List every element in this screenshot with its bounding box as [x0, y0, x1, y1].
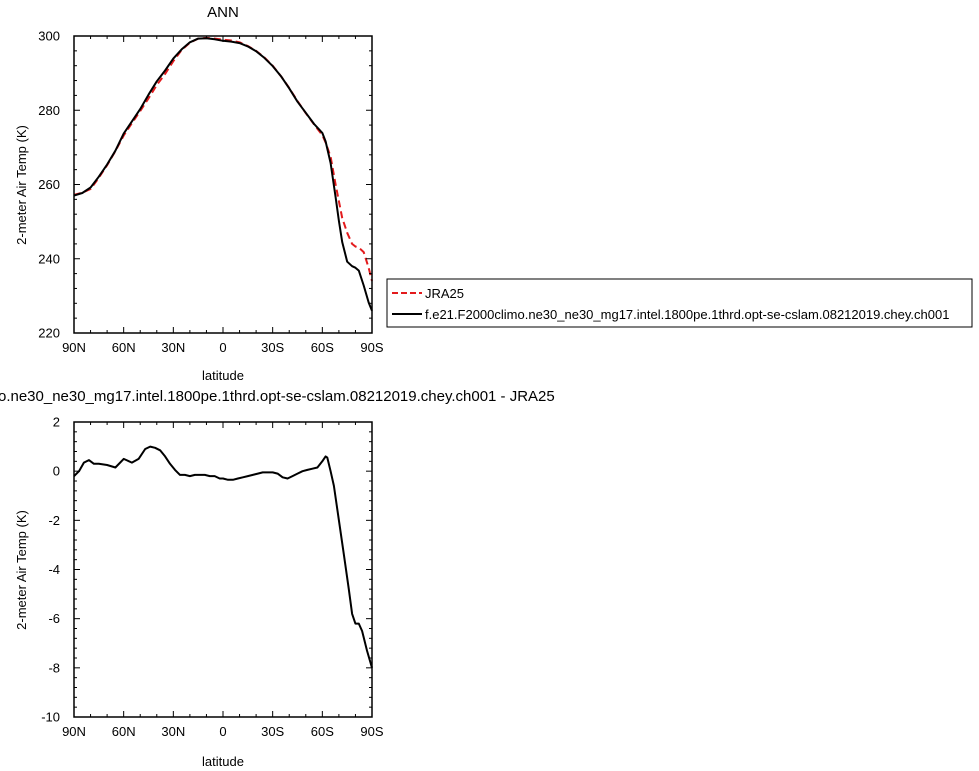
top-x-tick-label: 0	[219, 340, 226, 355]
bottom-x-tick-label: 90S	[360, 724, 383, 739]
top-ticks	[73, 35, 373, 334]
bottom-chart-title: f.e21.F2000climo.ne30_ne30_mg17.intel.18…	[0, 388, 555, 405]
bottom-y-tick-label: -6	[48, 611, 60, 626]
bottom-panel: f.e21.F2000climo.ne30_ne30_mg17.intel.18…	[0, 388, 555, 769]
top-x-tick-label: 30N	[161, 340, 185, 355]
legend-label-jra25: JRA25	[425, 286, 464, 301]
top-x-tick-label: 30S	[261, 340, 284, 355]
legend-label-model: f.e21.F2000climo.ne30_ne30_mg17.intel.18…	[425, 307, 949, 322]
top-x-tick-label: 90S	[360, 340, 383, 355]
top-y-tick-label: 280	[38, 103, 60, 118]
legend: JRA25 f.e21.F2000climo.ne30_ne30_mg17.in…	[386, 278, 973, 328]
top-panel: ANN latitude 2-meter Air Temp (K) 90N 60N…	[14, 4, 384, 383]
top-y-axis-label: 2-meter Air Temp (K)	[14, 125, 29, 245]
top-plot-frame	[73, 35, 373, 334]
top-x-tick-label: 60N	[112, 340, 136, 355]
top-y-tick-label: 260	[38, 177, 60, 192]
bottom-x-tick-label: 60S	[311, 724, 334, 739]
bottom-x-tick-label: 60N	[112, 724, 136, 739]
bottom-series-line-0	[73, 445, 373, 669]
bottom-x-tick-label: 90N	[62, 724, 86, 739]
bottom-series-group	[73, 445, 373, 669]
top-y-tick-label: 300	[38, 29, 60, 44]
top-series-group	[73, 36, 373, 312]
top-x-tick-label: 90N	[62, 340, 86, 355]
bottom-x-tick-label: 30S	[261, 724, 284, 739]
bottom-y-tick-label: 0	[53, 464, 60, 479]
legend-box	[386, 278, 973, 328]
top-x-tick-label: 60S	[311, 340, 334, 355]
bottom-x-tick-label: 0	[219, 724, 226, 739]
top-series-line-1	[73, 37, 373, 312]
top-series-line-0	[73, 36, 373, 282]
bottom-x-tick-label: 30N	[161, 724, 185, 739]
bottom-y-tick-label: -4	[48, 562, 60, 577]
bottom-y-tick-label: -10	[41, 710, 60, 725]
top-y-tick-label: 240	[38, 251, 60, 266]
top-x-axis-label: latitude	[202, 368, 244, 383]
top-y-tick-label: 220	[38, 326, 60, 341]
bottom-y-tick-label: -2	[48, 513, 60, 528]
bottom-ticks	[73, 421, 373, 718]
bottom-y-axis-label: 2-meter Air Temp (K)	[14, 510, 29, 630]
top-chart-title: ANN	[207, 4, 239, 21]
bottom-y-tick-label: -8	[48, 660, 60, 675]
bottom-x-axis-label: latitude	[202, 754, 244, 769]
bottom-plot-frame	[73, 421, 373, 718]
bottom-y-tick-label: 2	[53, 415, 60, 430]
